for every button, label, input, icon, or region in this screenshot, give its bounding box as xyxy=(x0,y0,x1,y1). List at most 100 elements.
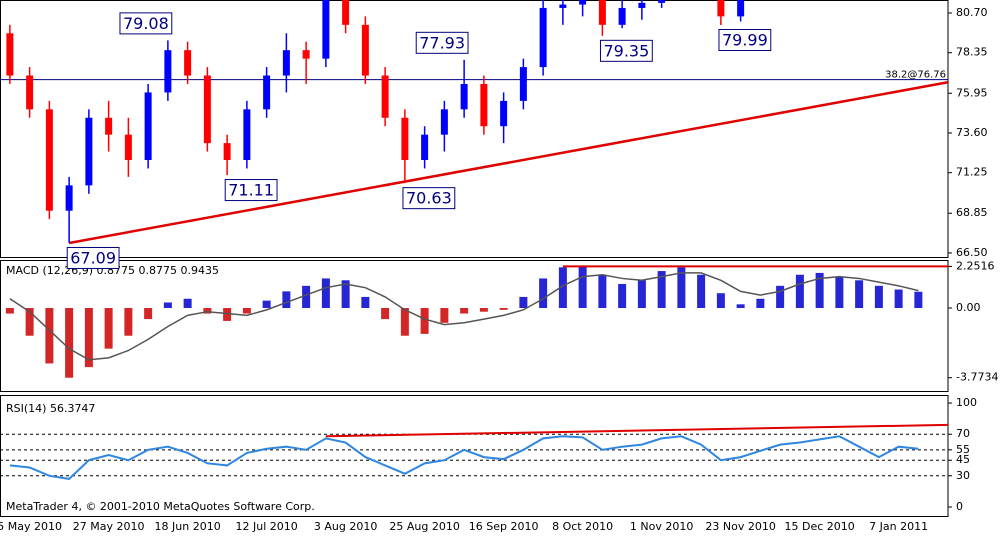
annotation: 71.11 xyxy=(228,181,274,200)
macd-bar xyxy=(736,304,745,309)
y-tick-label: 30 xyxy=(956,469,970,482)
macd-bar xyxy=(282,291,291,309)
y-tick-label: 55 xyxy=(956,443,970,456)
candle-body xyxy=(243,109,251,161)
candle-body xyxy=(26,75,34,110)
candle-body xyxy=(223,143,231,161)
macd-bar xyxy=(84,308,93,368)
macd-bar xyxy=(400,308,409,336)
annotation: 79.08 xyxy=(123,14,169,33)
macd-bar xyxy=(440,308,449,323)
candle-body xyxy=(480,83,488,127)
macd-bar xyxy=(25,308,34,336)
macd-bar xyxy=(203,308,212,314)
macd-bar xyxy=(65,308,74,378)
y-tick-label: 70 xyxy=(956,427,970,440)
x-tick-label: 1 Nov 2010 xyxy=(630,520,693,533)
annotation-box xyxy=(718,29,772,52)
trendline xyxy=(68,81,948,245)
macd-bar xyxy=(223,308,232,321)
macd-bar xyxy=(302,285,311,309)
signal-line xyxy=(9,272,919,361)
macd-bar xyxy=(361,296,370,309)
axes: 80.70 78.35 75.95 73.60 71.25 68.85 66.50 38.2@… xyxy=(0,6,998,533)
annotation-box xyxy=(66,246,120,269)
candle-body xyxy=(717,0,725,17)
macd-bar xyxy=(677,267,686,309)
candle-body xyxy=(381,75,389,118)
candle-body xyxy=(638,2,646,8)
macd-bar xyxy=(558,267,567,309)
macd-bar xyxy=(124,308,133,336)
x-tick-label: 18 Jun 2010 xyxy=(155,520,221,533)
macd-bar xyxy=(657,271,666,309)
x-tick-label: 25 Aug 2010 xyxy=(389,520,459,533)
candle-body xyxy=(144,92,152,161)
candle-body xyxy=(440,109,448,135)
candle-body xyxy=(85,117,93,186)
candle-body xyxy=(658,0,666,3)
y-tick-label: 100 xyxy=(956,396,977,409)
candle-body xyxy=(164,50,172,93)
candle-body xyxy=(618,7,626,25)
watermark: MetaTrader 4, © 2001-2010 MetaQuotes Sof… xyxy=(6,500,315,513)
candle-body xyxy=(737,0,745,17)
macd-bar xyxy=(381,308,390,320)
macd-bar xyxy=(499,308,508,310)
candle-body xyxy=(500,100,508,127)
y-tick-label: 78.35 xyxy=(956,46,988,59)
macd-bar xyxy=(242,308,251,314)
annotation-box xyxy=(599,39,653,62)
candle-body xyxy=(559,4,567,8)
macd-bar xyxy=(144,308,153,320)
macd-bar xyxy=(104,308,113,349)
rsi-line xyxy=(9,435,919,480)
macd-bar xyxy=(420,308,429,334)
macd-bar xyxy=(341,280,350,309)
macd-title: MACD (12,26,9) 0.8775 0.8775 0.9435 xyxy=(6,264,219,277)
candle-body xyxy=(598,0,606,25)
fib-label: 38.2@76.76 xyxy=(885,70,946,81)
macd-bar xyxy=(776,285,785,309)
candle-body xyxy=(6,33,14,76)
macd-bar xyxy=(479,308,488,312)
price-panel xyxy=(0,0,949,258)
x-tick-label: 16 Sep 2010 xyxy=(469,520,539,533)
macd-bar xyxy=(855,280,864,309)
macd-bar xyxy=(5,308,14,314)
rsi-trendline xyxy=(325,423,948,438)
candle-body xyxy=(302,50,310,59)
macd-bar xyxy=(716,293,725,309)
candle-body xyxy=(184,50,192,76)
annotation: 77.93 xyxy=(419,33,465,52)
macd-bar xyxy=(519,296,528,309)
macd-bar xyxy=(460,308,469,314)
candle-body xyxy=(342,0,350,25)
macd-bar xyxy=(539,278,548,309)
price-plot xyxy=(0,0,948,245)
macd-bar xyxy=(618,283,627,309)
y-tick-label: -3.7734 xyxy=(956,371,998,384)
macd-bar xyxy=(835,276,844,309)
macd-bar xyxy=(756,298,765,309)
y-tick-label: 45 xyxy=(956,453,970,466)
x-tick-label: 12 Jul 2010 xyxy=(235,520,297,533)
y-tick-label: 73.60 xyxy=(956,126,988,139)
annotation: 79.99 xyxy=(722,31,768,50)
x-tick-label: 23 Nov 2010 xyxy=(705,520,775,533)
rsi-title: RSI(14) 56.3747 xyxy=(6,402,95,415)
macd-bar xyxy=(637,280,646,309)
y-tick-label: 75.95 xyxy=(956,86,988,99)
y-tick-label: 66.50 xyxy=(956,246,988,259)
annotation-box xyxy=(402,187,456,210)
annotation-box xyxy=(119,12,173,35)
x-tick-label: 27 May 2010 xyxy=(73,520,145,533)
y-tick-label: 68.85 xyxy=(956,206,988,219)
macd-bar xyxy=(598,274,607,309)
candle-body xyxy=(105,117,113,135)
macd-bar xyxy=(262,300,271,309)
candle-body xyxy=(124,134,132,161)
y-tick-label: 80.70 xyxy=(956,6,988,19)
x-tick-label: 8 Oct 2010 xyxy=(552,520,613,533)
